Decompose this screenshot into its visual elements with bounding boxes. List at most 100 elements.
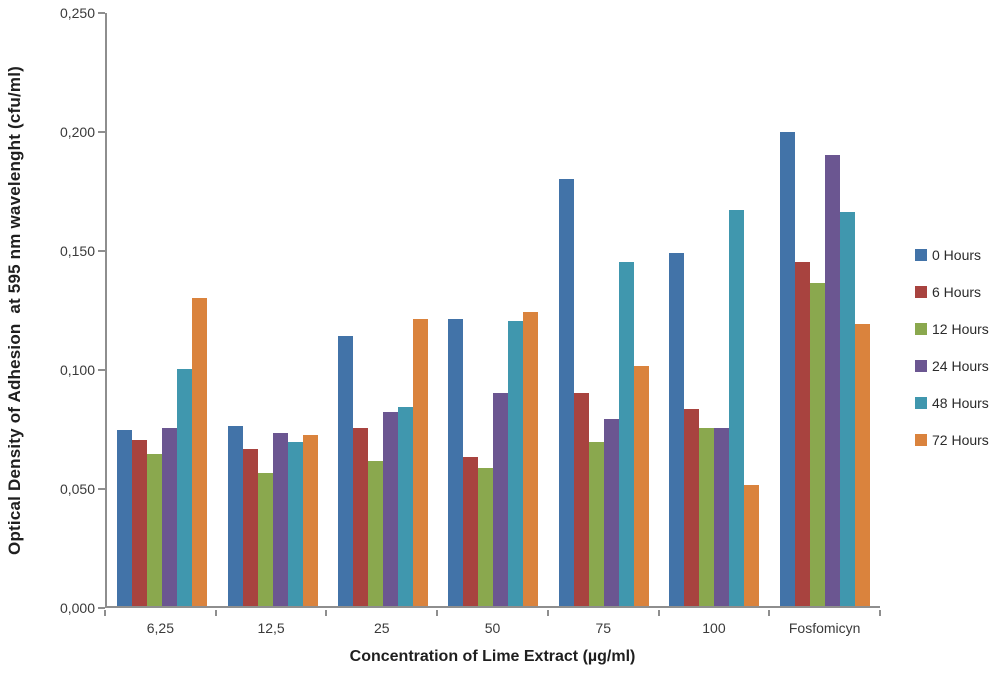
x-category-label: 6,25 — [146, 620, 174, 636]
bar — [588, 442, 604, 606]
bar — [744, 485, 760, 606]
y-tick-label: 0,000 — [59, 600, 95, 616]
y-tick-label: 0,200 — [59, 124, 95, 140]
bar — [573, 392, 589, 606]
bar — [478, 468, 494, 606]
legend-swatch-icon — [915, 323, 927, 335]
bar — [383, 411, 399, 606]
bar — [353, 428, 369, 606]
legend-label: 0 Hours — [932, 247, 982, 263]
bar — [338, 335, 354, 606]
bar — [132, 439, 148, 606]
bar — [287, 442, 303, 606]
bar — [839, 212, 855, 606]
x-tick-mark — [214, 610, 217, 616]
x-tick-mark — [325, 610, 328, 616]
bar — [729, 209, 745, 606]
legend-swatch-icon — [915, 434, 927, 446]
bar — [493, 392, 509, 606]
bar — [558, 179, 574, 606]
bar-group-12-5 — [217, 13, 327, 606]
bar — [257, 473, 273, 606]
bar — [779, 131, 795, 606]
x-category-label: 12,5 — [257, 620, 285, 636]
bar — [227, 425, 243, 606]
y-axis-tick-labels: 0,000 0,050 0,100 0,150 0,200 0,250 — [0, 5, 95, 616]
bar — [794, 262, 810, 606]
legend-item-48-hours: 48 Hours — [915, 393, 989, 413]
y-tick-mark — [98, 250, 105, 252]
legend-label: 48 Hours — [932, 395, 989, 411]
x-tick-mark — [657, 610, 660, 616]
legend-swatch-icon — [915, 360, 927, 372]
bar-group-50 — [438, 13, 548, 606]
bar — [162, 428, 178, 606]
bar — [618, 262, 634, 606]
bar — [147, 454, 163, 606]
legend-label: 72 Hours — [932, 432, 989, 448]
x-category-label: 50 — [484, 620, 501, 636]
bar — [272, 432, 288, 606]
y-tick-label: 0,250 — [59, 5, 95, 21]
x-tick-mark — [436, 610, 439, 616]
bar — [669, 252, 685, 606]
x-tick-mark — [104, 610, 106, 616]
bar-group-75 — [549, 13, 659, 606]
bar — [192, 297, 208, 606]
bar-group-25 — [328, 13, 438, 606]
y-tick-mark — [98, 12, 105, 14]
legend-item-72-hours: 72 Hours — [915, 430, 989, 450]
bar — [448, 319, 464, 606]
legend: 0 Hours 6 Hours 12 Hours 24 Hours 48 Hours 72… — [915, 245, 989, 467]
legend-swatch-icon — [915, 286, 927, 298]
bar — [809, 283, 825, 606]
bar-group-6-25 — [107, 13, 217, 606]
bar — [413, 319, 429, 606]
y-tick-mark — [98, 369, 105, 371]
legend-label: 24 Hours — [932, 358, 989, 374]
bar — [714, 428, 730, 606]
x-category-label: 100 — [702, 620, 726, 636]
x-category-label: 75 — [595, 620, 612, 636]
bar — [684, 409, 700, 606]
bar — [177, 368, 193, 606]
bar — [302, 435, 318, 606]
bar — [633, 366, 649, 606]
y-tick-mark — [98, 607, 105, 609]
y-tick-label: 0,050 — [59, 481, 95, 497]
legend-item-24-hours: 24 Hours — [915, 356, 989, 376]
legend-item-0-hours: 0 Hours — [915, 245, 989, 265]
x-category-label: 25 — [374, 620, 390, 636]
bar — [854, 323, 870, 606]
bar — [242, 449, 258, 606]
legend-label: 12 Hours — [932, 321, 989, 337]
y-tick-label: 0,100 — [59, 362, 95, 378]
x-tick-mark — [879, 610, 881, 616]
y-tick-label: 0,150 — [59, 243, 95, 259]
x-tick-mark — [546, 610, 549, 616]
bar — [463, 456, 479, 606]
x-axis-tick-marks — [104, 610, 881, 616]
bar — [398, 406, 414, 606]
legend-label: 6 Hours — [932, 284, 982, 300]
x-tick-mark — [768, 610, 771, 616]
legend-item-12-hours: 12 Hours — [915, 319, 989, 339]
bar — [117, 430, 133, 606]
y-tick-mark — [98, 131, 105, 133]
x-axis-category-labels: 6,25 12,5 25 50 75 100 Fosfomicyn — [105, 620, 880, 636]
bar — [699, 428, 715, 606]
legend-swatch-icon — [915, 249, 927, 261]
y-axis-tick-marks — [98, 12, 105, 609]
legend-swatch-icon — [915, 397, 927, 409]
bar — [368, 461, 384, 606]
bar-group-Fosfomicyn — [770, 13, 880, 606]
bar — [508, 321, 524, 606]
legend-item-6-hours: 6 Hours — [915, 282, 989, 302]
bar-group-100 — [659, 13, 769, 606]
bar — [603, 418, 619, 606]
x-axis-title: Concentration of Lime Extract (µg/ml) — [349, 648, 636, 665]
y-tick-mark — [98, 488, 105, 490]
bar — [523, 311, 539, 606]
bar — [824, 155, 840, 606]
